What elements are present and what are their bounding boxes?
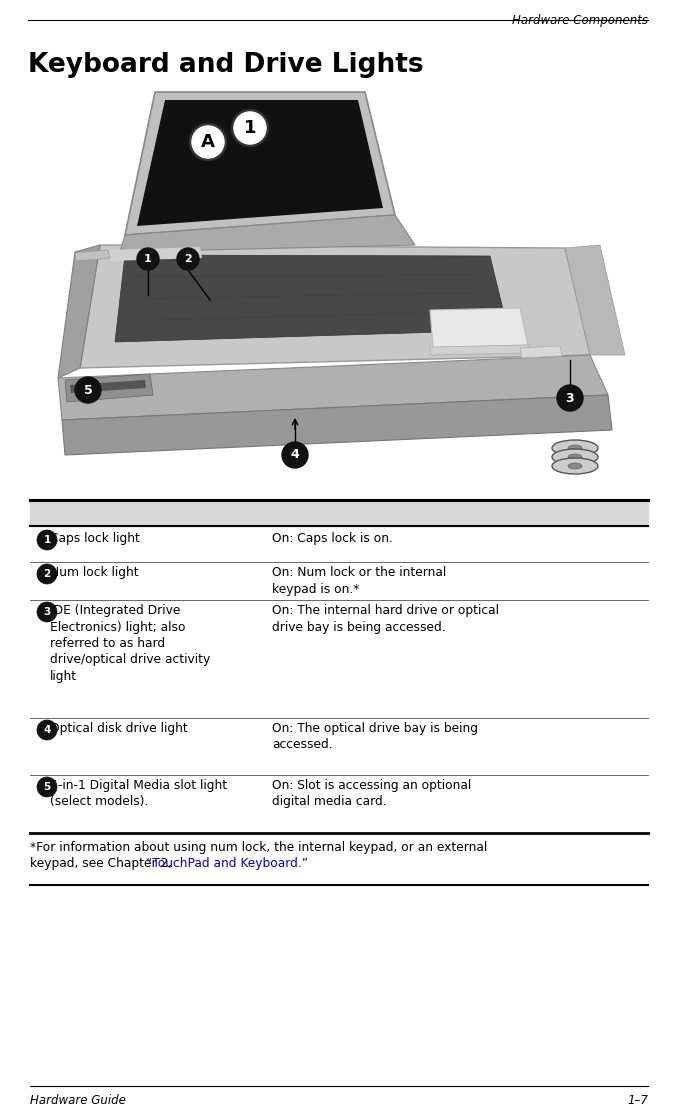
Polygon shape bbox=[520, 346, 562, 358]
Text: Optical disk drive light: Optical disk drive light bbox=[50, 722, 188, 735]
Text: 5-in-1 Digital Media slot light
(select models).: 5-in-1 Digital Media slot light (select … bbox=[50, 779, 227, 808]
Text: Caps lock light: Caps lock light bbox=[50, 532, 140, 545]
Text: On: Num lock or the internal
keypad is on.*: On: Num lock or the internal keypad is o… bbox=[272, 567, 446, 595]
Circle shape bbox=[137, 248, 159, 270]
Ellipse shape bbox=[552, 459, 598, 474]
Text: 3: 3 bbox=[43, 607, 51, 617]
Polygon shape bbox=[75, 250, 110, 262]
Polygon shape bbox=[62, 395, 612, 455]
Circle shape bbox=[282, 442, 308, 467]
Text: 4: 4 bbox=[43, 725, 51, 735]
Text: 4: 4 bbox=[290, 449, 299, 462]
Polygon shape bbox=[58, 355, 608, 420]
Circle shape bbox=[232, 110, 268, 146]
Circle shape bbox=[37, 777, 57, 797]
Circle shape bbox=[37, 602, 57, 622]
Polygon shape bbox=[70, 380, 146, 393]
Circle shape bbox=[75, 377, 101, 403]
Polygon shape bbox=[565, 245, 625, 355]
Text: 5: 5 bbox=[43, 782, 51, 792]
Polygon shape bbox=[108, 247, 202, 262]
Polygon shape bbox=[65, 374, 153, 402]
Text: IDE (Integrated Drive
Electronics) light; also
referred to as hard
drive/optical: IDE (Integrated Drive Electronics) light… bbox=[50, 604, 210, 683]
Text: 2: 2 bbox=[184, 254, 192, 264]
Text: On: The optical drive bay is being
accessed.: On: The optical drive bay is being acces… bbox=[272, 722, 478, 751]
Polygon shape bbox=[80, 245, 590, 368]
Text: Hardware Components: Hardware Components bbox=[512, 14, 648, 27]
Ellipse shape bbox=[568, 454, 582, 460]
Text: Description: Description bbox=[272, 504, 358, 518]
Polygon shape bbox=[58, 245, 100, 378]
Ellipse shape bbox=[552, 449, 598, 465]
Text: 1: 1 bbox=[244, 119, 256, 137]
Text: Num lock light: Num lock light bbox=[50, 567, 139, 579]
Circle shape bbox=[37, 530, 57, 550]
Circle shape bbox=[177, 248, 199, 270]
Polygon shape bbox=[137, 100, 383, 226]
Text: Keyboard and Drive Lights: Keyboard and Drive Lights bbox=[28, 52, 424, 78]
Polygon shape bbox=[120, 215, 415, 252]
Circle shape bbox=[37, 564, 57, 584]
Text: *For information about using num lock, the internal keypad, or an external: *For information about using num lock, t… bbox=[30, 841, 487, 854]
Polygon shape bbox=[115, 255, 508, 342]
Text: 5: 5 bbox=[84, 384, 92, 396]
Circle shape bbox=[37, 720, 57, 740]
Text: A: A bbox=[201, 132, 215, 151]
Text: 1: 1 bbox=[144, 254, 152, 264]
Text: Hardware Guide: Hardware Guide bbox=[30, 1094, 126, 1107]
Ellipse shape bbox=[552, 440, 598, 456]
Text: “TouchPad and Keyboard.”: “TouchPad and Keyboard.” bbox=[146, 857, 308, 870]
Text: 1: 1 bbox=[43, 535, 51, 545]
Text: keypad, see Chapter 2,: keypad, see Chapter 2, bbox=[30, 857, 176, 870]
Text: On: The internal hard drive or optical
drive bay is being accessed.: On: The internal hard drive or optical d… bbox=[272, 604, 499, 633]
Polygon shape bbox=[430, 308, 528, 348]
Text: On: Slot is accessing an optional
digital media card.: On: Slot is accessing an optional digita… bbox=[272, 779, 471, 808]
Text: Component: Component bbox=[34, 504, 119, 518]
Circle shape bbox=[190, 124, 226, 160]
Text: 1–7: 1–7 bbox=[627, 1094, 648, 1107]
Polygon shape bbox=[430, 345, 529, 355]
Text: On: Caps lock is on.: On: Caps lock is on. bbox=[272, 532, 393, 545]
Ellipse shape bbox=[568, 445, 582, 451]
Text: 3: 3 bbox=[565, 392, 574, 404]
Text: 2: 2 bbox=[43, 569, 51, 579]
Circle shape bbox=[557, 385, 583, 411]
Polygon shape bbox=[125, 92, 395, 235]
Ellipse shape bbox=[568, 463, 582, 469]
